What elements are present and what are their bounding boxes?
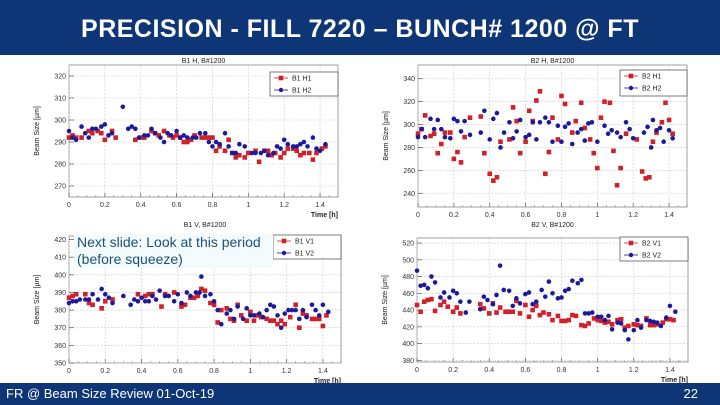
y-tick-label: 420 [54,237,66,244]
chart-title: B1 H, B#1200 [182,58,226,65]
x-tick-label: 0.4 [484,367,494,374]
x-tick-label: 1 [246,202,250,209]
y-tick-label: 460 [402,291,414,298]
y-tick-label: 350 [54,361,66,368]
footer-text: FR @ Beam Size Review 01-Oct-19 [6,386,215,401]
x-tick-label: 1.2 [279,202,289,209]
x-tick-label: 1.2 [282,368,292,375]
chart-title: B1 V, B#1200 [184,222,227,229]
x-tick-label: 0.4 [136,202,146,209]
y-tick-label: 420 [402,324,414,331]
y-tick-label: 260 [403,168,415,175]
legend-label: B1 V1 [295,239,314,246]
chart-title: B2 V, B#1200 [531,222,574,229]
x-tick-label: 0 [415,367,419,374]
y-tick-label: 300 [54,118,66,125]
y-tick-label: 290 [54,140,66,147]
x-tick-label: 1.2 [628,212,638,219]
legend-label: B1 V2 [295,251,314,258]
x-tick-label: 0.8 [557,367,567,374]
x-tick-label: 0.8 [208,202,218,209]
legend-label: B1 H2 [292,88,312,95]
y-axis-label: Beam Size [µm] [382,275,389,325]
x-tick-label: 1.4 [665,367,675,374]
y-tick-label: 410 [54,255,66,262]
y-tick-label: 500 [402,257,414,264]
x-tick-label: 1.4 [315,202,325,209]
x-tick-label: 0.6 [173,368,183,375]
y-tick-label: 380 [54,308,66,315]
y-tick-label: 320 [54,74,66,81]
y-tick-label: 480 [402,274,414,281]
series-1-points [66,274,331,331]
chart-b2-v: B2 V, B#1200 0 0.2 0.4 0.6 0.8 1 1.2 1.4 380 400 42… [382,222,689,383]
x-tick-label: 1.4 [318,368,328,375]
x-tick-label: 0.2 [100,202,110,209]
x-tick-label: 0.6 [172,202,182,209]
legend-label: B2 V2 [642,253,661,260]
y-tick-label: 390 [54,290,66,297]
y-tick-label: 240 [403,191,415,198]
y-tick-label: 300 [403,122,415,129]
y-tick-label: 400 [402,341,414,348]
y-axis-label: Beam Size [µm] [34,275,41,325]
x-axis-label: Time [h] [311,212,338,219]
x-tick-label: 1 [248,368,252,375]
y-tick-label: 400 [54,272,66,279]
chart-legend: B2 H1 B2 H2 [619,69,688,97]
chart-legend: B2 V1 B2 V2 [619,236,689,262]
x-tick-label: 0.4 [485,212,495,219]
y-tick-label: 340 [403,76,415,83]
annotation-line-1: Next slide: Look at this period [77,234,261,250]
slide-title: PRECISION - FILL 7220 – BUNCH# 1200 @ FT [81,15,639,43]
x-axis-label: Time [h] [661,377,688,383]
chart-b1-h: B1 H, B#1200 0 0.2 0.4 0.6 0.8 1 1.2 1.4 270 280 29… [34,58,339,219]
y-tick-label: 320 [403,99,415,106]
y-tick-label: 360 [54,343,66,350]
y-tick-label: 370 [54,325,66,332]
x-tick-label: 0.6 [521,212,531,219]
annotation-box: Next slide: Look at this period (before … [74,234,273,268]
x-tick-label: 1.4 [664,212,674,219]
y-axis-label: Beam Size [µm] [34,106,41,156]
x-tick-label: 0.2 [449,212,459,219]
y-tick-label: 440 [402,308,414,315]
annotation-line-2: (before squeeze) [77,250,183,267]
y-tick-label: 520 [402,241,414,248]
y-tick-label: 280 [54,162,66,169]
x-tick-label: 1 [595,212,599,219]
y-tick-label: 270 [54,184,66,191]
y-tick-label: 380 [402,358,414,365]
chart-title: B2 H, B#1200 [531,58,575,65]
x-tick-label: 0 [67,368,71,375]
y-axis-label: Beam Size [µm] [383,111,390,161]
slide-header: PRECISION - FILL 7220 – BUNCH# 1200 @ FT [0,0,720,55]
legend-label: B2 H2 [642,86,662,93]
legend-label: B2 V1 [642,241,661,248]
legend-label: B1 H1 [292,76,312,83]
chart-legend: B1 V1 B1 V2 [272,234,342,260]
chart-b2-h: B2 H, B#1200 0 0.2 0.4 0.6 0.8 1 1.2 1.4 240 260 28… [383,58,688,219]
x-axis-label: Time [h] [314,378,341,383]
x-tick-label: 0.8 [557,212,567,219]
x-tick-label: 0 [416,212,420,219]
x-tick-label: 1 [596,367,600,374]
series-1-points [414,263,678,342]
series-1-points [415,108,675,150]
chart-legend: B1 H1 B1 H2 [269,71,339,97]
x-tick-label: 0.4 [137,368,147,375]
page-number: 22 [683,386,698,401]
slide-footer: FR @ Beam Size Review 01-Oct-19 22 [0,383,720,405]
x-tick-label: 1.2 [629,367,639,374]
x-tick-label: 0.8 [209,368,219,375]
x-tick-label: 0.2 [448,367,458,374]
x-tick-label: 0 [67,202,71,209]
x-tick-label: 0.6 [521,367,531,374]
legend-label: B2 H1 [642,74,662,81]
y-tick-label: 280 [403,145,415,152]
series-1-points [66,104,328,158]
y-tick-label: 310 [54,96,66,103]
x-tick-label: 0.2 [100,368,110,375]
